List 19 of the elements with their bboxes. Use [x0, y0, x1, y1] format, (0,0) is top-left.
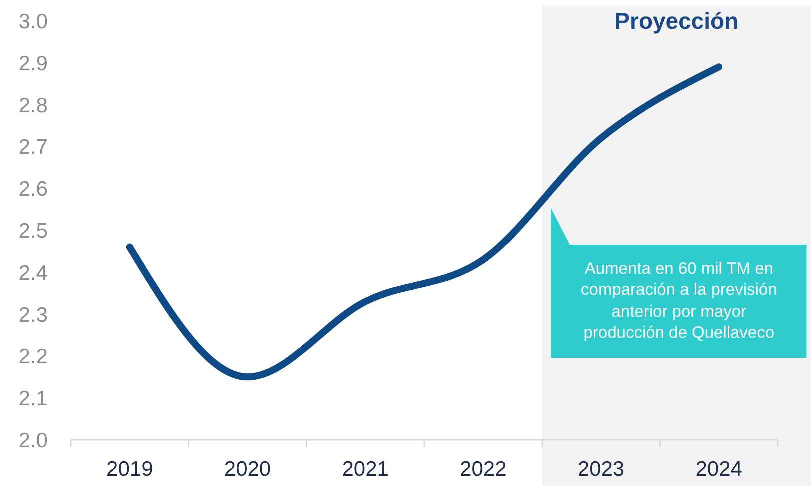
band-label: Proyección: [614, 8, 739, 34]
x-tick-label: 2021: [342, 458, 389, 481]
y-tick-label: 2.5: [18, 220, 48, 243]
y-tick-label: 2.2: [18, 346, 48, 369]
annotation: Aumenta en 60 mil TM en comparación a la previsión anterior por mayor producción de Quellaveco: [551, 245, 807, 358]
y-tick-label: 2.9: [18, 52, 48, 76]
y-tick-label: 2.4: [18, 262, 48, 285]
y-tick-label: 2.7: [18, 136, 48, 160]
x-tick-label: 2019: [106, 458, 154, 481]
y-tick-label: 2.8: [18, 94, 48, 118]
x-tick-label: 2024: [696, 458, 743, 481]
y-tick-label: 2.3: [18, 304, 48, 327]
y-tick-label: 2.0: [18, 429, 48, 452]
y-tick-label: 3.0: [18, 10, 48, 34]
x-tick-label: 2023: [578, 458, 625, 481]
x-tick-label: 2020: [224, 458, 272, 481]
x-tick-label: 2022: [460, 458, 507, 481]
y-tick-label: 2.1: [18, 388, 48, 411]
y-tick-label: 2.6: [18, 178, 48, 202]
